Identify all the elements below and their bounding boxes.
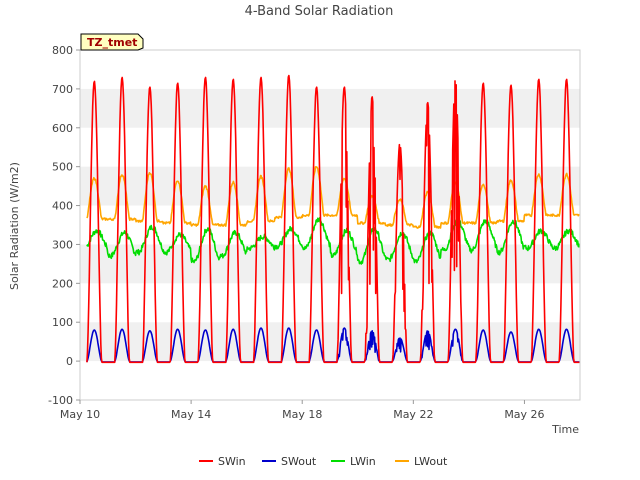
x-tick-label: May 22 <box>393 408 433 421</box>
legend-label-lwout: LWout <box>414 455 448 468</box>
y-tick-label: 500 <box>52 161 73 174</box>
grid-band <box>80 322 580 362</box>
legend-label-lwin: LWin <box>350 455 376 468</box>
series-line-swin <box>86 74 580 364</box>
chart-title: 4-Band Solar Radiation <box>245 4 394 19</box>
y-tick-label: 400 <box>52 200 73 213</box>
x-axis-title: Time <box>551 423 579 436</box>
series-layer <box>86 74 581 364</box>
plot-frame <box>79 49 581 401</box>
y-tick-label: 800 <box>52 44 73 57</box>
legend: SWin SWout LWin LWout <box>199 455 448 468</box>
x-axis: May 10 May 14 May 18 May 22 May 26 <box>60 400 545 421</box>
y-tick-label: 200 <box>52 277 73 290</box>
y-axis-title: Solar Radiation (W/m2) <box>8 162 21 290</box>
y-tick-label: 700 <box>52 83 73 96</box>
y-tick-label: 0 <box>66 355 73 368</box>
grid-bands <box>80 88 580 362</box>
x-tick-label: May 26 <box>504 408 544 421</box>
y-tick-label: 100 <box>52 316 73 329</box>
site-badge: TZ_tmet <box>80 33 144 51</box>
x-tick-label: May 10 <box>60 408 100 421</box>
legend-label-swin: SWin <box>218 455 246 468</box>
x-tick-label: May 14 <box>171 408 211 421</box>
series-line-lwout <box>86 166 580 229</box>
grid-band <box>80 88 580 128</box>
grid-band <box>80 166 580 206</box>
y-tick-label: 600 <box>52 122 73 135</box>
y-tick-label: 300 <box>52 238 73 251</box>
y-axis: -100 0 100 200 300 400 500 600 700 800 <box>48 44 80 407</box>
badge-box <box>80 33 144 51</box>
x-tick-label: May 18 <box>282 408 322 421</box>
y-tick-label: -100 <box>48 394 73 407</box>
badge-text: TZ_tmet <box>87 36 137 49</box>
legend-label-swout: SWout <box>281 455 317 468</box>
series-line-lwin <box>86 217 581 265</box>
